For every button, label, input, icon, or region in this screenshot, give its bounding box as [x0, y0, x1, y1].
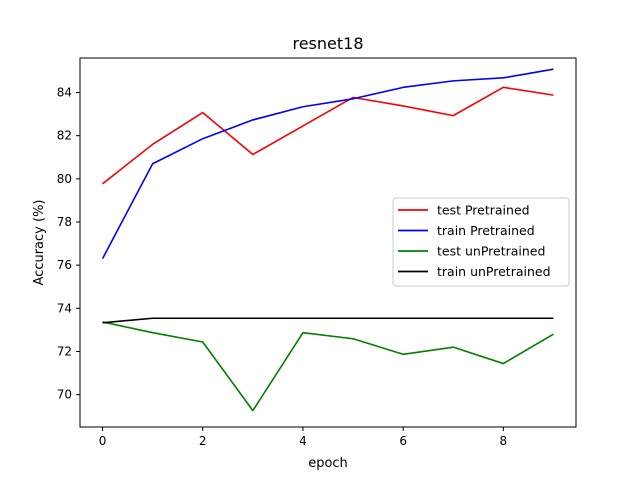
legend-label-1: test Pretrained — [437, 203, 530, 218]
series-line-1 — [102, 86, 554, 185]
y-axis-label: Accuracy (%) — [32, 200, 47, 286]
y-tick-label: 80 — [57, 172, 72, 186]
y-tick-label: 76 — [57, 258, 72, 272]
legend-box — [392, 197, 570, 287]
series-line-2 — [101, 68, 554, 260]
series-line-3 — [102, 321, 554, 412]
y-tick-label: 78 — [57, 215, 72, 229]
y-axis: 70 72 74 76 78 80 82 84 — [57, 86, 80, 402]
legend-label-2: train Pretrained — [437, 223, 535, 238]
y-tick-label: 70 — [57, 388, 72, 402]
series-line-4 — [102, 317, 554, 324]
y-tick-label: 74 — [57, 301, 72, 315]
x-tick-label: 0 — [99, 434, 107, 448]
x-axis-label: epoch — [308, 456, 348, 471]
plot-area — [101, 68, 554, 412]
plot-frame — [79, 57, 577, 428]
x-tick-label: 6 — [399, 434, 407, 448]
legend: test Pretrained train Pretrained test unPr… — [392, 197, 570, 287]
chart-title: resnet18 — [292, 34, 363, 53]
x-tick-label: 2 — [199, 434, 207, 448]
x-tick-label: 4 — [299, 434, 307, 448]
x-axis: 0 2 4 6 8 — [99, 427, 507, 448]
y-tick-label: 84 — [57, 86, 72, 100]
y-tick-label: 72 — [57, 344, 72, 358]
legend-label-3: test unPretrained — [437, 244, 545, 259]
x-tick-label: 8 — [500, 434, 508, 448]
legend-label-4: train unPretrained — [437, 264, 551, 279]
y-tick-label: 82 — [57, 129, 72, 143]
